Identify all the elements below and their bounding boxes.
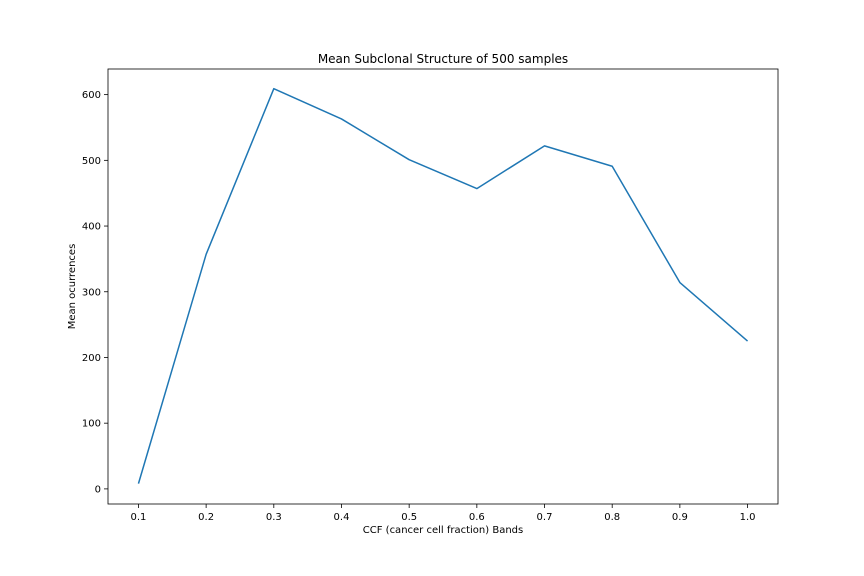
series-line: [137, 87, 749, 484]
series-layer: [137, 87, 749, 484]
y-tick-label: 300: [82, 287, 101, 298]
y-tick-label: 200: [82, 353, 101, 364]
x-tick-label: 0.5: [401, 512, 417, 523]
y-tick-label: 0: [95, 484, 101, 495]
plot-area: [107, 68, 779, 505]
x-tick-label: 0.4: [334, 512, 350, 523]
x-tick-label: 0.1: [131, 512, 147, 523]
y-tick-label: 600: [82, 90, 101, 101]
x-tick-label: 0.6: [469, 512, 485, 523]
x-tick-label: 0.8: [604, 512, 620, 523]
x-tick-label: 0.3: [266, 512, 282, 523]
y-tick-label: 100: [82, 419, 101, 430]
y-axis-label: Mean ocurrences: [67, 244, 78, 330]
chart-title: Mean Subclonal Structure of 500 samples: [318, 52, 568, 66]
x-tick-label: 0.7: [537, 512, 553, 523]
x-axis-ticks: 0.1 0.2 0.3 0.4 0.5 0.6 0.7 0.8 0.9 1.0: [131, 504, 756, 523]
y-tick-label: 500: [82, 156, 101, 167]
x-tick-label: 1.0: [740, 512, 756, 523]
y-tick-label: 400: [82, 222, 101, 233]
y-axis-ticks: 0 100 200 300 400 500 600: [82, 90, 108, 495]
x-tick-label: 0.2: [198, 512, 214, 523]
x-tick-label: 0.9: [672, 512, 688, 523]
x-axis-label: CCF (cancer cell fraction) Bands: [363, 525, 523, 536]
